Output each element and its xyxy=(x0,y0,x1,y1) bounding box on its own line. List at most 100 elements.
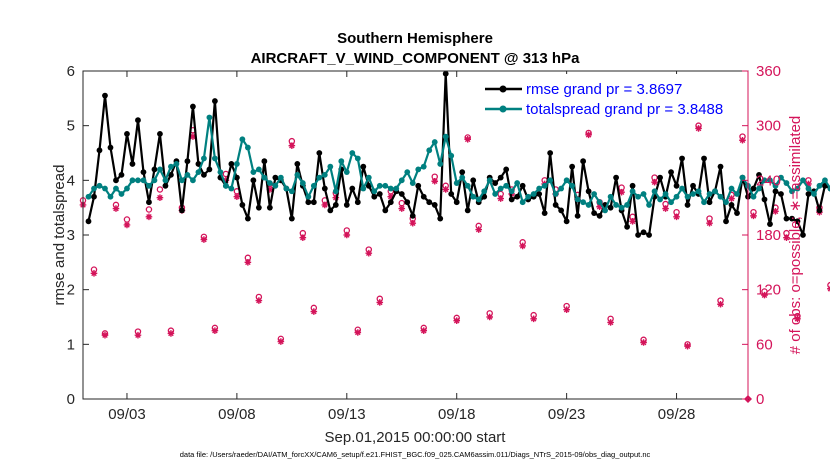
series-point-spread xyxy=(712,188,718,195)
legend-marker-spread xyxy=(499,105,507,113)
series-point-spread xyxy=(739,174,746,181)
series-point-rmse xyxy=(464,207,471,214)
series-point-spread xyxy=(250,169,257,176)
series-point-rmse xyxy=(772,188,779,195)
series-point-rmse xyxy=(354,199,361,206)
series-point-rmse xyxy=(85,218,92,225)
obs-assimilated-marker xyxy=(189,133,197,140)
obs-assimilated-marker xyxy=(453,317,461,324)
series-point-spread xyxy=(437,161,444,167)
series-point-rmse xyxy=(558,207,565,214)
series-point-rmse xyxy=(750,185,757,192)
obs-possible-marker xyxy=(156,186,164,193)
obs-assimilated-marker xyxy=(442,186,450,193)
series-point-rmse xyxy=(646,232,652,238)
series-point-spread xyxy=(552,191,559,197)
series-point-spread xyxy=(299,180,306,186)
series-point-rmse xyxy=(140,169,147,176)
obs-assimilated-marker xyxy=(101,331,109,339)
series-point-rmse xyxy=(376,191,383,197)
series-point-spread xyxy=(426,147,433,154)
series-point-spread xyxy=(717,193,724,200)
series-point-spread xyxy=(789,188,795,195)
series-point-rmse xyxy=(244,215,251,222)
obs-assimilated-marker xyxy=(651,178,658,186)
series-point-spread xyxy=(805,185,812,192)
series-point-rmse xyxy=(624,223,630,230)
obs-assimilated-marker xyxy=(376,299,384,306)
series-point-rmse xyxy=(717,163,724,170)
y-axis-label-right: # of obs: o=possible; ∗=assimilated xyxy=(787,116,804,355)
series-point-spread xyxy=(409,180,416,186)
obs-assimilated-marker xyxy=(321,201,329,209)
obs-assimilated-marker xyxy=(629,218,636,225)
legend: rmse grand pr = 3.8697 totalspread grand… xyxy=(480,74,744,120)
series-point-rmse xyxy=(168,171,174,178)
series-point-spread xyxy=(651,188,658,195)
y-tick-label: 0 xyxy=(67,391,75,408)
series-point-rmse xyxy=(162,182,169,189)
series-point-rmse xyxy=(239,202,246,208)
series-point-spread xyxy=(591,191,598,197)
y-right-tick-label: 180 xyxy=(756,227,781,244)
series-point-spread xyxy=(662,191,669,197)
x-tick-label: 09/23 xyxy=(548,406,586,423)
series-point-spread xyxy=(173,161,180,167)
series-point-rmse xyxy=(316,150,323,156)
series-point-spread xyxy=(431,139,438,145)
series-point-spread xyxy=(343,169,350,176)
obs-assimilated-marker xyxy=(750,212,757,220)
series-point-spread xyxy=(481,188,488,195)
series-point-rmse xyxy=(794,218,801,225)
series-point-rmse xyxy=(190,103,196,110)
series-point-rmse xyxy=(135,117,141,124)
series-point-spread xyxy=(349,150,356,156)
series-point-spread xyxy=(657,196,663,203)
series-point-rmse xyxy=(547,150,554,156)
series-point-spread xyxy=(613,202,619,208)
series-point-spread xyxy=(261,174,268,181)
series-point-rmse xyxy=(613,174,619,181)
series-point-rmse xyxy=(536,191,543,197)
series-point-spread xyxy=(492,191,499,197)
series-point-spread xyxy=(354,155,361,162)
series-point-rmse xyxy=(585,188,592,195)
series-point-spread xyxy=(398,177,405,184)
series-point-spread xyxy=(602,207,609,214)
series-point-spread xyxy=(140,177,147,184)
series-point-spread xyxy=(514,180,521,186)
obs-assimilated-marker xyxy=(167,330,175,337)
series-point-rmse xyxy=(102,92,108,99)
obs-possible-marker xyxy=(827,281,830,289)
series-point-rmse xyxy=(250,177,257,184)
series-point-rmse xyxy=(778,191,784,197)
series-point-rmse xyxy=(212,98,218,104)
series-point-rmse xyxy=(761,196,768,203)
series-point-spread xyxy=(162,177,169,184)
series-point-rmse xyxy=(321,185,328,192)
obs-assimilated-marker xyxy=(288,142,296,150)
y-tick-label: 1 xyxy=(67,336,75,353)
obs-assimilated-marker xyxy=(255,297,263,304)
series-point-spread xyxy=(475,196,482,203)
series-point-rmse xyxy=(398,191,405,197)
series-point-spread xyxy=(157,166,163,173)
obs-assimilated-marker xyxy=(277,338,285,345)
series-point-spread xyxy=(673,193,680,200)
series-point-spread xyxy=(453,180,460,186)
series-point-rmse xyxy=(107,144,114,151)
obs-assimilated-marker xyxy=(112,205,120,212)
series-point-rmse xyxy=(426,199,433,206)
series-point-spread xyxy=(756,185,762,192)
series-point-spread xyxy=(624,202,630,208)
obs-assimilated-marker xyxy=(200,236,208,243)
x-tick-label: 09/03 xyxy=(108,406,146,423)
series-point-rmse xyxy=(607,204,614,211)
series-point-rmse xyxy=(288,215,295,222)
series-point-rmse xyxy=(233,174,240,181)
series-point-spread xyxy=(734,191,740,197)
obs-assimilated-marker xyxy=(409,219,417,227)
series-point-spread xyxy=(547,177,554,184)
series-point-spread xyxy=(129,177,136,184)
series-point-rmse xyxy=(635,232,641,238)
